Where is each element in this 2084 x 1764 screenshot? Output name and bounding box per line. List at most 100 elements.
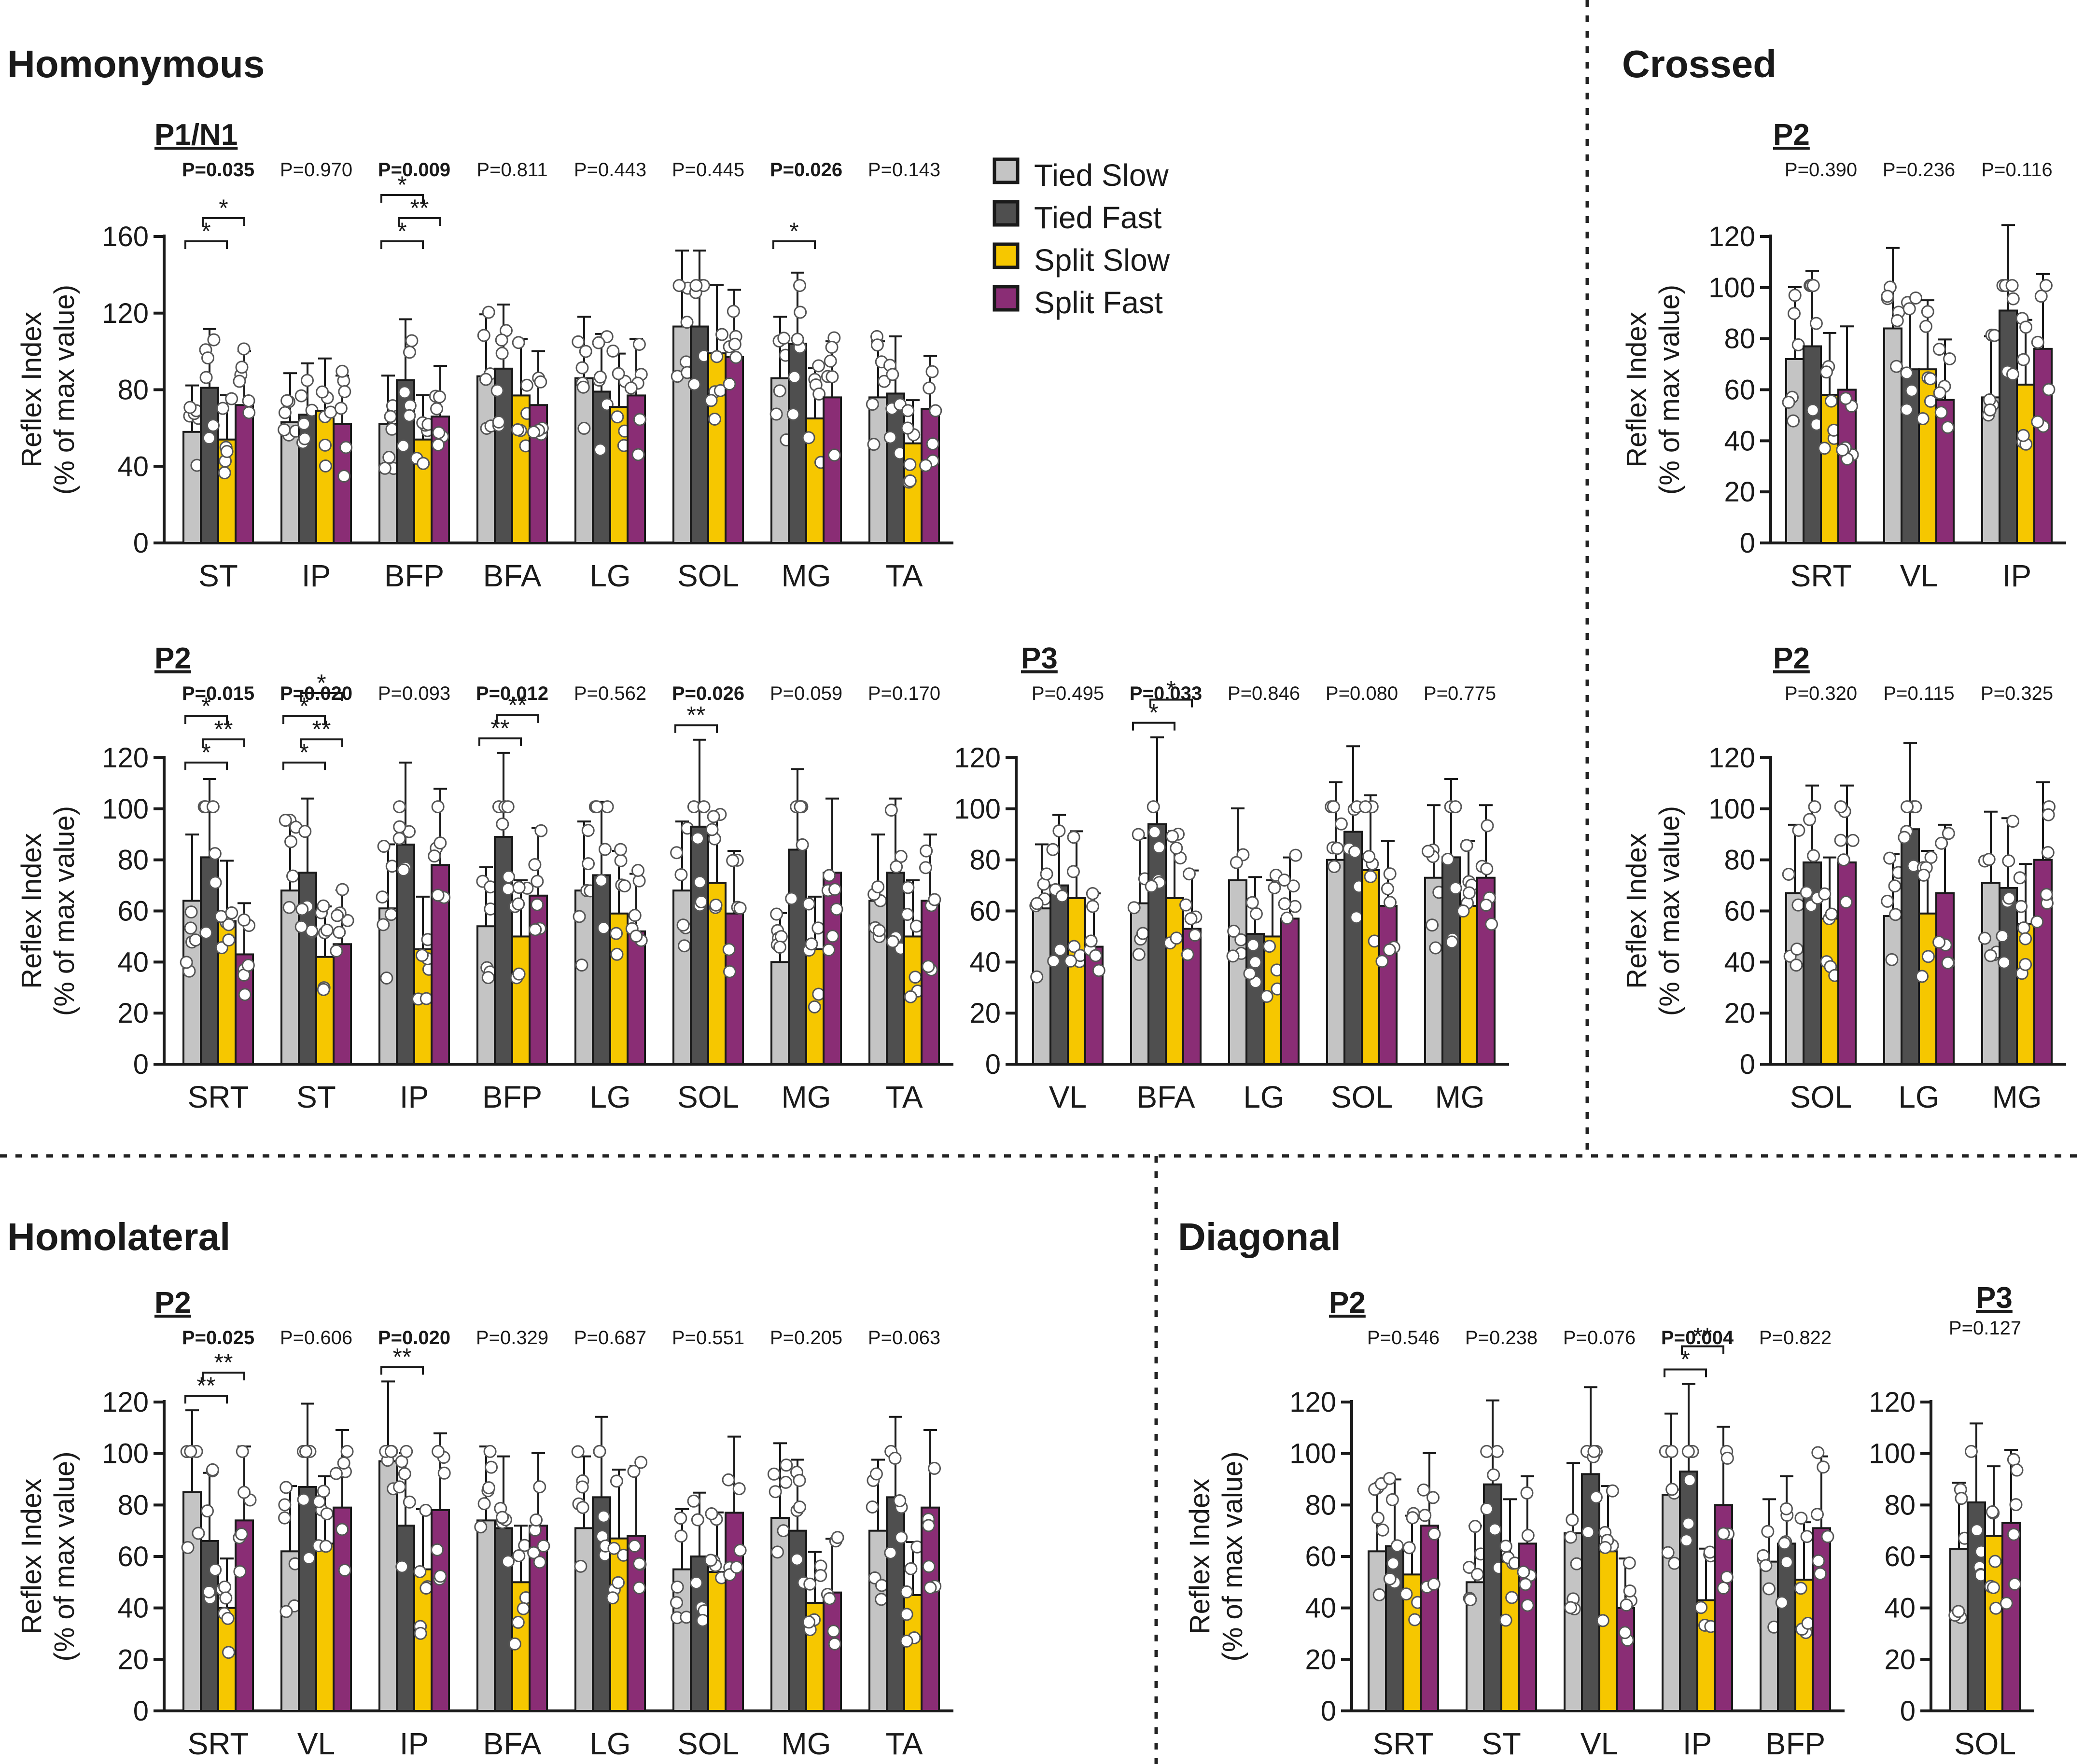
y-tick-label: 60: [117, 896, 149, 927]
data-point: [320, 923, 334, 937]
significance-stars: **: [1693, 1322, 1712, 1349]
data-point: [1449, 881, 1462, 895]
data-point: [534, 375, 547, 389]
data-point: [184, 921, 197, 935]
bar-tied-slow: [1424, 876, 1443, 1066]
data-point: [201, 351, 215, 365]
data-point: [1427, 1577, 1441, 1591]
category-label: IP: [302, 558, 331, 593]
bar-split-fast: [725, 912, 744, 1065]
data-point: [1362, 850, 1376, 863]
bar-split-fast: [627, 930, 646, 1066]
bar-tied-fast: [1343, 831, 1363, 1066]
category-label: SRT: [1373, 1726, 1434, 1761]
panel-label: P2: [1329, 1286, 1366, 1320]
data-point: [512, 967, 526, 981]
data-point: [1441, 852, 1455, 866]
data-point: [529, 923, 542, 936]
data-point: [919, 458, 933, 472]
y-axis-label: Reflex Index: [1184, 1479, 1216, 1634]
data-point: [1277, 874, 1291, 887]
data-point: [606, 1591, 619, 1605]
data-point: [828, 1637, 841, 1651]
data-point: [672, 279, 686, 292]
data-point: [1800, 886, 1813, 899]
data-point: [220, 445, 234, 458]
data-point: [1934, 406, 1948, 419]
data-point: [926, 437, 939, 451]
data-point: [1462, 1560, 1476, 1574]
p-value: P=0.551: [672, 1327, 744, 1348]
bar-split-slow: [217, 1607, 237, 1712]
data-point: [2017, 921, 2030, 935]
data-point: [680, 316, 694, 329]
data-point: [209, 1563, 222, 1577]
data-point: [1287, 879, 1300, 893]
data-point: [769, 1485, 782, 1499]
data-point: [483, 1445, 497, 1458]
data-point: [733, 1543, 747, 1557]
data-point: [1386, 1556, 1400, 1570]
data-point: [883, 431, 897, 444]
data-point: [579, 345, 592, 358]
data-point: [1268, 881, 1281, 894]
data-point: [1364, 870, 1377, 883]
y-tick-label: 60: [969, 896, 1001, 927]
data-point: [1988, 1555, 2002, 1568]
data-point: [1426, 918, 1439, 932]
data-point: [511, 423, 524, 436]
data-point: [767, 1467, 781, 1481]
y-axis-label-units: (% of max value): [1654, 285, 1685, 495]
bar-tied-slow: [476, 925, 496, 1065]
p-value: P=0.775: [1424, 683, 1496, 704]
data-point: [593, 443, 607, 457]
p-value: P=0.811: [476, 159, 547, 181]
data-point: [297, 1493, 310, 1506]
data-point: [1170, 931, 1183, 945]
data-point: [1834, 800, 1847, 814]
data-point: [728, 337, 741, 351]
data-point: [1245, 896, 1259, 909]
data-point: [280, 1605, 293, 1618]
data-point: [414, 1626, 427, 1640]
bar-tied-fast: [592, 1496, 611, 1712]
bar-tied-slow: [280, 889, 300, 1065]
data-point: [1499, 1613, 1512, 1627]
data-point: [1780, 1556, 1793, 1569]
data-point: [485, 1460, 498, 1474]
data-point: [704, 394, 718, 407]
data-point: [632, 1581, 646, 1595]
p-value: P=0.329: [476, 1327, 548, 1348]
bar-split-slow: [707, 352, 727, 544]
y-tick-label: 120: [102, 1387, 149, 1418]
data-point: [533, 1480, 546, 1494]
y-tick-label: 0: [133, 1695, 149, 1727]
data-point: [2013, 871, 2027, 885]
category-label: LG: [589, 1080, 630, 1114]
data-point: [614, 843, 628, 856]
data-point: [1587, 1445, 1601, 1458]
data-point: [723, 377, 736, 391]
data-point: [1970, 1524, 1984, 1537]
data-point: [184, 1445, 197, 1458]
bar-tied-slow: [378, 1460, 398, 1712]
bar-split-fast: [235, 1519, 254, 1712]
data-point: [474, 1520, 488, 1534]
data-point: [395, 1560, 409, 1573]
data-point: [1499, 1540, 1512, 1553]
data-point: [403, 346, 416, 359]
bar-split-slow: [315, 1542, 335, 1712]
data-point: [1371, 1511, 1385, 1525]
data-point: [2002, 854, 2015, 868]
data-point: [790, 1553, 804, 1566]
significance-stars: *: [201, 218, 210, 245]
data-point: [1665, 1483, 1679, 1496]
bar-tied-slow: [476, 1519, 496, 1712]
data-point: [922, 1560, 936, 1573]
data-point: [531, 898, 544, 911]
data-point: [1092, 964, 1105, 977]
significance-bracket: [380, 1366, 424, 1375]
data-point: [1808, 800, 1821, 814]
